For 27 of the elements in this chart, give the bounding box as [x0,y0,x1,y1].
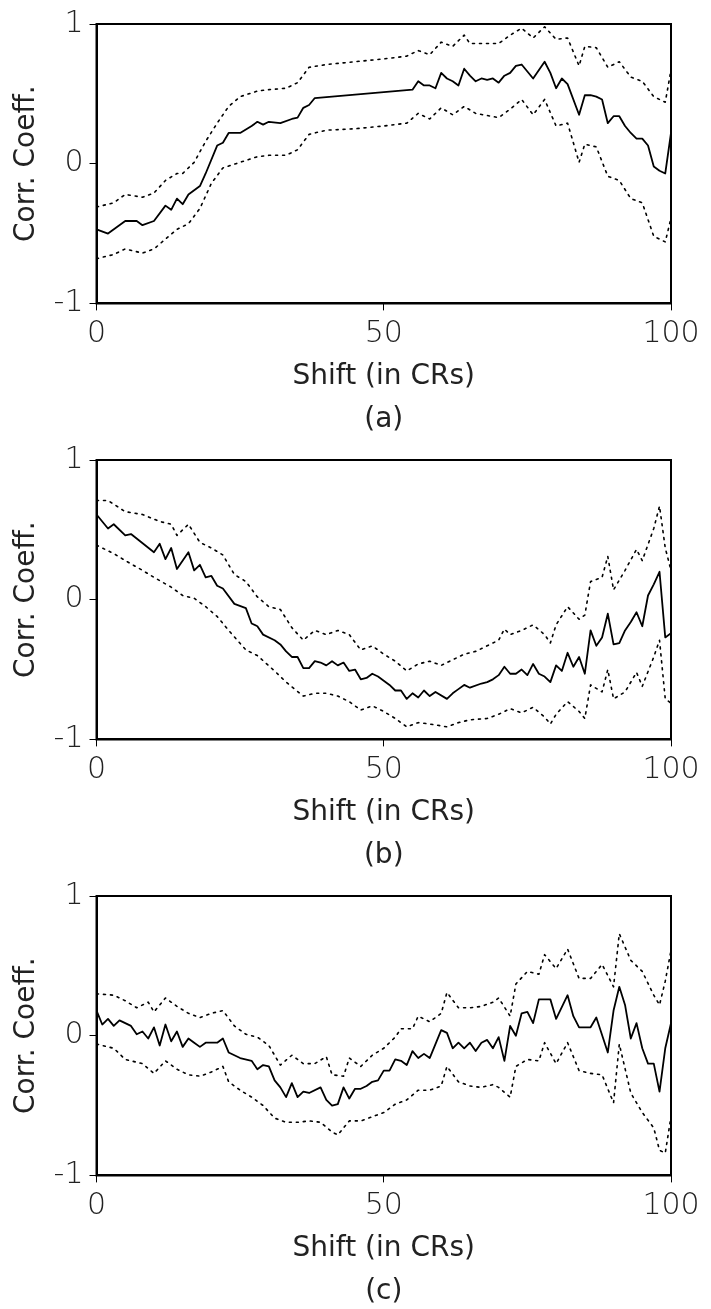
y-tick-label: -1 [53,283,84,319]
y-tick-label: 0 [64,143,84,179]
y-tick-label: -1 [53,719,84,755]
x-axis-title: Shift (in CRs) [292,1230,475,1264]
y-tick-label: 1 [64,3,84,39]
x-tick-label: 0 [86,750,107,786]
y-axis-title: Corr. Coeff. [8,957,42,1114]
y-tick-label: 0 [64,1015,84,1051]
y-tick-label: 1 [64,875,84,911]
x-tick-label: 100 [642,1186,700,1222]
x-tick-label: 100 [642,314,700,350]
text: (a) [364,401,404,435]
y-tick-label: 0 [64,579,84,615]
x-axis-title: Shift (in CRs) [292,794,475,828]
y-tick-label: -1 [53,1155,84,1191]
y-tick-label: 1 [64,439,84,475]
x-tick-label: 50 [364,314,403,350]
x-axis-title: Shift (in CRs) [292,358,475,392]
text: (b) [363,837,404,871]
y-axis-title: Corr. Coeff. [8,521,42,678]
y-axis-title: Corr. Coeff. [8,85,42,242]
x-tick-label: 100 [642,750,700,786]
x-tick-label: 0 [86,1186,107,1222]
text: (c) [365,1273,403,1307]
x-tick-label: 50 [364,1186,403,1222]
x-tick-label: 50 [364,750,403,786]
x-tick-label: 0 [86,314,107,350]
